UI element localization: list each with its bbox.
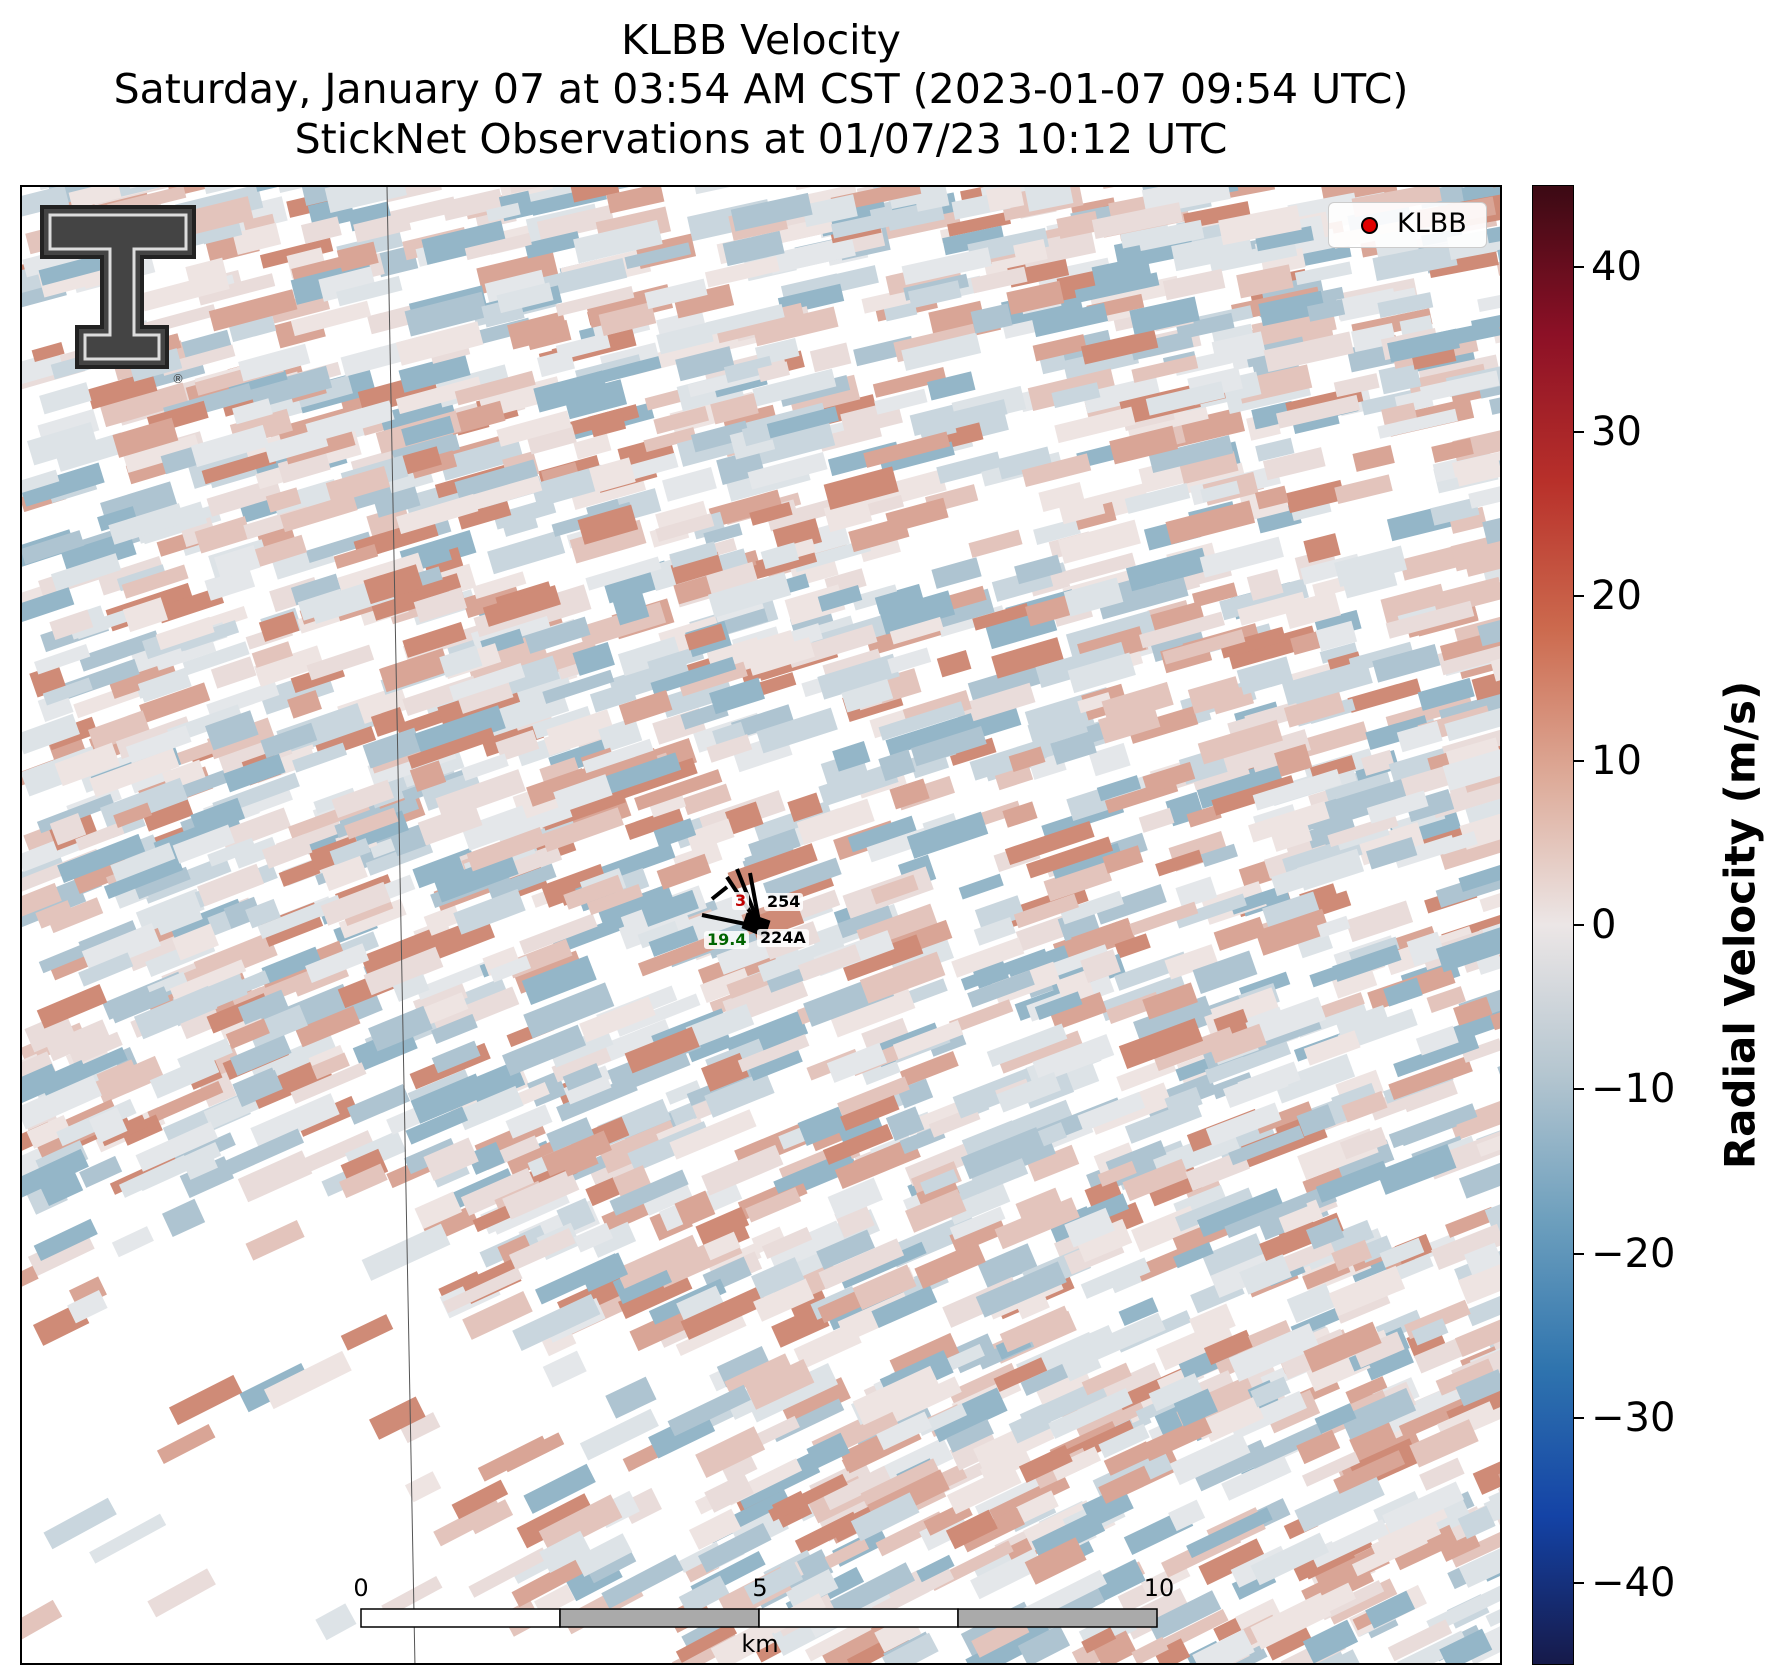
svg-text:®: ® (172, 372, 184, 386)
radar-gate (147, 1568, 216, 1617)
colorbar-tick-label: 40 (1591, 247, 1642, 287)
radar-gate (1303, 533, 1340, 563)
scale-tick-10: 10 (1129, 1574, 1189, 1602)
colorbar-tick-label: −10 (1591, 1069, 1675, 1109)
radar-gate (301, 216, 342, 244)
radar-gate (157, 1424, 216, 1464)
colorbar-tick-label: −20 (1591, 1234, 1675, 1274)
scale-tick-5: 5 (730, 1574, 790, 1602)
radar-gate (1352, 445, 1394, 472)
colorbar-tick-label: 30 (1591, 412, 1642, 452)
radar-gate (1501, 1540, 1502, 1586)
radar-velocity-field: ® (22, 187, 1502, 1665)
radar-gate (140, 271, 230, 311)
radar-gate (1477, 286, 1502, 312)
radar-gate (169, 1375, 242, 1425)
radar-gate (487, 530, 565, 574)
radar-gate (1334, 474, 1392, 504)
radar-gate (362, 1224, 451, 1281)
radar-gate (1468, 482, 1502, 509)
colorbar-tick (1574, 1088, 1584, 1090)
colorbar-tick-label: 10 (1591, 741, 1642, 781)
colorbar-tick (1574, 1253, 1584, 1255)
radar-gate (931, 557, 981, 589)
radar-gate (810, 342, 851, 372)
title-line-2: Saturday, January 07 at 03:54 AM CST (20… (0, 65, 1522, 113)
colorbar-tick-label: −40 (1591, 1563, 1675, 1603)
radar-gate (39, 382, 91, 414)
radar-gate (694, 187, 736, 194)
colorbar-tick (1574, 924, 1584, 926)
klbb-marker-icon (1361, 217, 1378, 234)
radar-gate (478, 1436, 549, 1482)
scale-bar-unit: km (740, 1630, 780, 1658)
radar-gate (405, 1471, 441, 1502)
legend-label: KLBB (1397, 208, 1467, 240)
colorbar-tick-label: −30 (1591, 1398, 1675, 1438)
radar-gate (1501, 948, 1502, 978)
radar-gate (543, 1351, 587, 1388)
radar-gate (245, 1220, 304, 1261)
radar-gate (1214, 917, 1266, 951)
station-224a-label: 224A (757, 929, 809, 947)
colorbar-tick (1574, 431, 1584, 433)
radar-gate (959, 874, 1004, 900)
radar-gate (214, 545, 260, 580)
colorbar-tick (1574, 1417, 1584, 1419)
radar-gate (1497, 1055, 1502, 1080)
station-224a-value: 19.4 (704, 931, 749, 949)
radar-gate (34, 644, 90, 675)
colorbar-tick (1574, 266, 1584, 268)
radar-gate (662, 467, 717, 502)
title-line-1: KLBB Velocity (0, 16, 1522, 64)
radar-gate (1163, 269, 1226, 300)
radar-gate (1500, 1617, 1502, 1663)
radar-gate (968, 530, 1022, 558)
radar-gate (162, 1199, 205, 1237)
colorbar-tick-label: 20 (1591, 576, 1642, 616)
station-254-label: 254 (764, 893, 803, 911)
radar-map: ® (20, 185, 1502, 1665)
colorbar-tick-label: 0 (1591, 905, 1616, 945)
colorbar-title: Radial Velocity (m/s) (1716, 681, 1765, 1169)
scale-tick-0: 0 (331, 1574, 391, 1602)
radar-gate (112, 1226, 154, 1257)
radar-gate (1473, 1454, 1502, 1495)
radar-gate (1501, 547, 1502, 580)
station-254-value: 3 (732, 892, 749, 910)
colorbar-tick (1574, 1582, 1584, 1584)
radar-gate (43, 1498, 116, 1549)
radar-gate (22, 1600, 62, 1643)
radar-gate (937, 650, 972, 677)
scale-bar (360, 1608, 1162, 1630)
colorbar-tick (1574, 595, 1584, 597)
title-line-3: StickNet Observations at 01/07/23 10:12 … (0, 115, 1522, 163)
radar-gate (341, 1314, 393, 1350)
radar-gate (315, 1603, 356, 1640)
radar-gate (1139, 808, 1175, 833)
colorbar (1532, 185, 1574, 1665)
colorbar-tick (1574, 760, 1584, 762)
